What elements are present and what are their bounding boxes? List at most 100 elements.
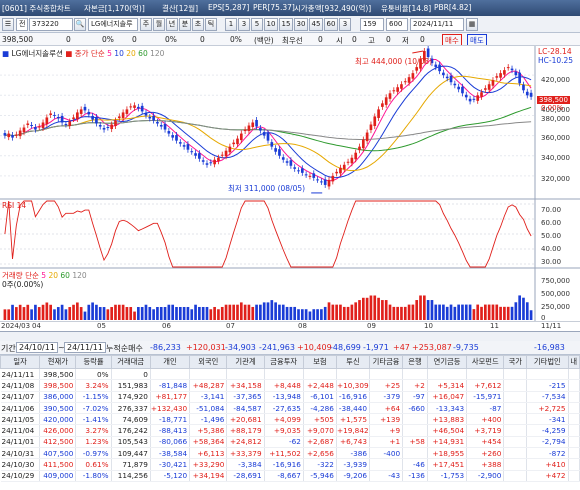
pct-tag: 0.00% bbox=[541, 104, 564, 112]
table-row[interactable]: 24/11/06 390,500 -7.02% 276,337 +132,430 -51,… bbox=[0, 402, 580, 415]
price-chart[interactable] bbox=[0, 46, 580, 321]
volume-bar bbox=[335, 304, 338, 320]
period-day-button[interactable]: 주 bbox=[140, 18, 152, 31]
column-header[interactable]: 보험 bbox=[302, 355, 337, 369]
date-to-input[interactable]: 24/11/11 bbox=[64, 342, 106, 353]
menu-icon[interactable]: ☰ bbox=[2, 18, 14, 31]
market-select[interactable]: 전 bbox=[16, 18, 28, 31]
candle-body bbox=[381, 103, 384, 107]
interval-15-button[interactable]: 15 bbox=[279, 18, 293, 31]
table-row[interactable]: 24/11/08 398,500 3.24% 151,983 -81,848 +48,28… bbox=[0, 379, 580, 392]
table-cell: 174,920 bbox=[111, 391, 151, 403]
interval-10-button[interactable]: 10 bbox=[264, 18, 278, 31]
table-cell: 0% bbox=[75, 368, 112, 381]
table-row[interactable]: 24/11/05 420,000 -1.41% 74,609 -18,771 -1,496… bbox=[0, 413, 580, 426]
period-tick-button[interactable]: 틱 bbox=[205, 18, 217, 31]
column-header[interactable]: 일자 bbox=[0, 355, 41, 369]
period-year-button[interactable]: 년 bbox=[166, 18, 178, 31]
interval-5-button[interactable]: 5 bbox=[251, 18, 263, 31]
volume-bar bbox=[365, 297, 369, 320]
interval-45-button[interactable]: 45 bbox=[309, 18, 323, 31]
column-header[interactable]: 국가 bbox=[503, 355, 528, 369]
column-header[interactable]: 기관계 bbox=[226, 355, 265, 369]
candle-body bbox=[37, 126, 41, 128]
volume-bar bbox=[320, 309, 323, 320]
volume-bar bbox=[457, 304, 460, 320]
column-header[interactable]: 등락률 bbox=[75, 355, 112, 369]
rsi-axis-tick: 50.00 bbox=[541, 232, 562, 240]
table-cell: -13,948 bbox=[264, 391, 304, 403]
interval-3-button[interactable]: 3 bbox=[238, 18, 250, 31]
table-cell: -27,635 bbox=[264, 402, 304, 415]
price-axis-tick: 380,000 bbox=[541, 115, 570, 123]
volume-bar bbox=[167, 304, 171, 320]
volume-bar bbox=[125, 307, 129, 320]
candle-body bbox=[56, 116, 60, 119]
table-row[interactable]: 24/11/07 386,000 -1.15% 174,920 +81,177 -3,14… bbox=[0, 391, 580, 403]
count-input[interactable]: 159 bbox=[360, 18, 384, 31]
sell-button[interactable]: 매도 bbox=[467, 34, 487, 45]
stock-code-input[interactable]: 373220 bbox=[29, 18, 73, 31]
table-cell bbox=[503, 447, 528, 460]
candle-body bbox=[117, 116, 121, 118]
candle-body bbox=[95, 116, 98, 124]
interval-1-button[interactable]: 1 bbox=[225, 18, 237, 31]
column-header[interactable]: 내 bbox=[567, 355, 580, 369]
column-header[interactable]: 개인 bbox=[149, 355, 191, 369]
table-cell: -7.02% bbox=[75, 402, 112, 415]
column-header[interactable]: 거래대금 bbox=[110, 355, 151, 369]
table-cell: 24/11/11 bbox=[0, 368, 41, 381]
legend-icon: ■ bbox=[2, 49, 10, 58]
column-header[interactable]: 투신 bbox=[335, 355, 371, 369]
column-header[interactable]: 기타금융 bbox=[369, 355, 404, 369]
volume-bar bbox=[388, 304, 392, 320]
interval-60-button[interactable]: 60 bbox=[324, 18, 338, 31]
volume-bar bbox=[281, 304, 285, 320]
high-label: 고 bbox=[368, 36, 375, 45]
column-header[interactable]: 현재가 bbox=[39, 355, 77, 369]
candle-body bbox=[152, 115, 155, 121]
table-cell: -322 bbox=[303, 458, 337, 471]
candle-body bbox=[171, 135, 175, 138]
table-row[interactable]: 24/10/31 407,500 -0.97% 109,447 -38,584 +6,11… bbox=[0, 447, 580, 460]
period-month-button[interactable]: 월 bbox=[153, 18, 165, 31]
date-from-input[interactable]: 24/10/11 bbox=[16, 342, 58, 353]
table-row[interactable]: 24/10/30 411,500 0.61% 71,879 -30,421 +33,290… bbox=[0, 458, 580, 471]
stock-name-field[interactable]: LG에너지솔루 bbox=[88, 18, 138, 31]
column-header[interactable]: 기타법인 bbox=[526, 355, 569, 369]
column-header[interactable]: 연기금등 bbox=[426, 355, 468, 369]
interval-30-button[interactable]: 30 bbox=[294, 18, 308, 31]
period-second-button[interactable]: 초 bbox=[192, 18, 204, 31]
table-cell: +2,687 bbox=[303, 436, 337, 449]
table-cell: +14,931 bbox=[427, 436, 468, 449]
volume-bar bbox=[220, 306, 224, 320]
table-cell: -341 bbox=[526, 413, 569, 426]
count-unit-select[interactable]: 600 bbox=[386, 18, 408, 31]
table-cell: +132,430 bbox=[150, 402, 191, 415]
candle-body bbox=[407, 77, 411, 83]
column-header[interactable]: 금융투자 bbox=[263, 355, 304, 369]
table-row[interactable]: 24/10/29 409,000 -1.80% 114,256 -5,120 +34,19… bbox=[0, 470, 580, 482]
table-cell: -4,259 bbox=[526, 424, 569, 437]
candle-body bbox=[525, 91, 529, 96]
buy-button[interactable]: 매수 bbox=[442, 34, 462, 45]
interval-custom-button[interactable]: 3 bbox=[339, 18, 351, 31]
date-input[interactable]: 2024/11/11 bbox=[410, 18, 464, 31]
column-header[interactable]: 외국인 bbox=[189, 355, 228, 369]
column-header[interactable]: 사모펀드 bbox=[466, 355, 505, 369]
table-cell: +139 bbox=[369, 413, 404, 426]
search-icon[interactable]: 🔍 bbox=[74, 18, 86, 31]
volume-bar bbox=[228, 304, 232, 320]
table-row[interactable]: 24/11/01 412,500 1.23% 105,543 -80,066 +58,36… bbox=[0, 436, 580, 449]
table-cell: -30,421 bbox=[150, 458, 191, 471]
table-row[interactable]: 24/11/11 398,500 0% 0 bbox=[0, 368, 580, 381]
volume-bar bbox=[186, 306, 190, 320]
calendar-icon[interactable]: ▦ bbox=[466, 18, 478, 31]
pane-splitter[interactable] bbox=[0, 331, 580, 341]
hc-value: HC-10.25 bbox=[538, 56, 574, 65]
table-row[interactable]: 24/11/04 426,000 3.27% 176,242 -88,413 +5,386… bbox=[0, 424, 580, 437]
volume-bar bbox=[411, 304, 415, 320]
candle-body bbox=[266, 133, 270, 141]
period-minute-button[interactable]: 분 bbox=[179, 18, 191, 31]
column-header[interactable]: 은행 bbox=[402, 355, 428, 369]
